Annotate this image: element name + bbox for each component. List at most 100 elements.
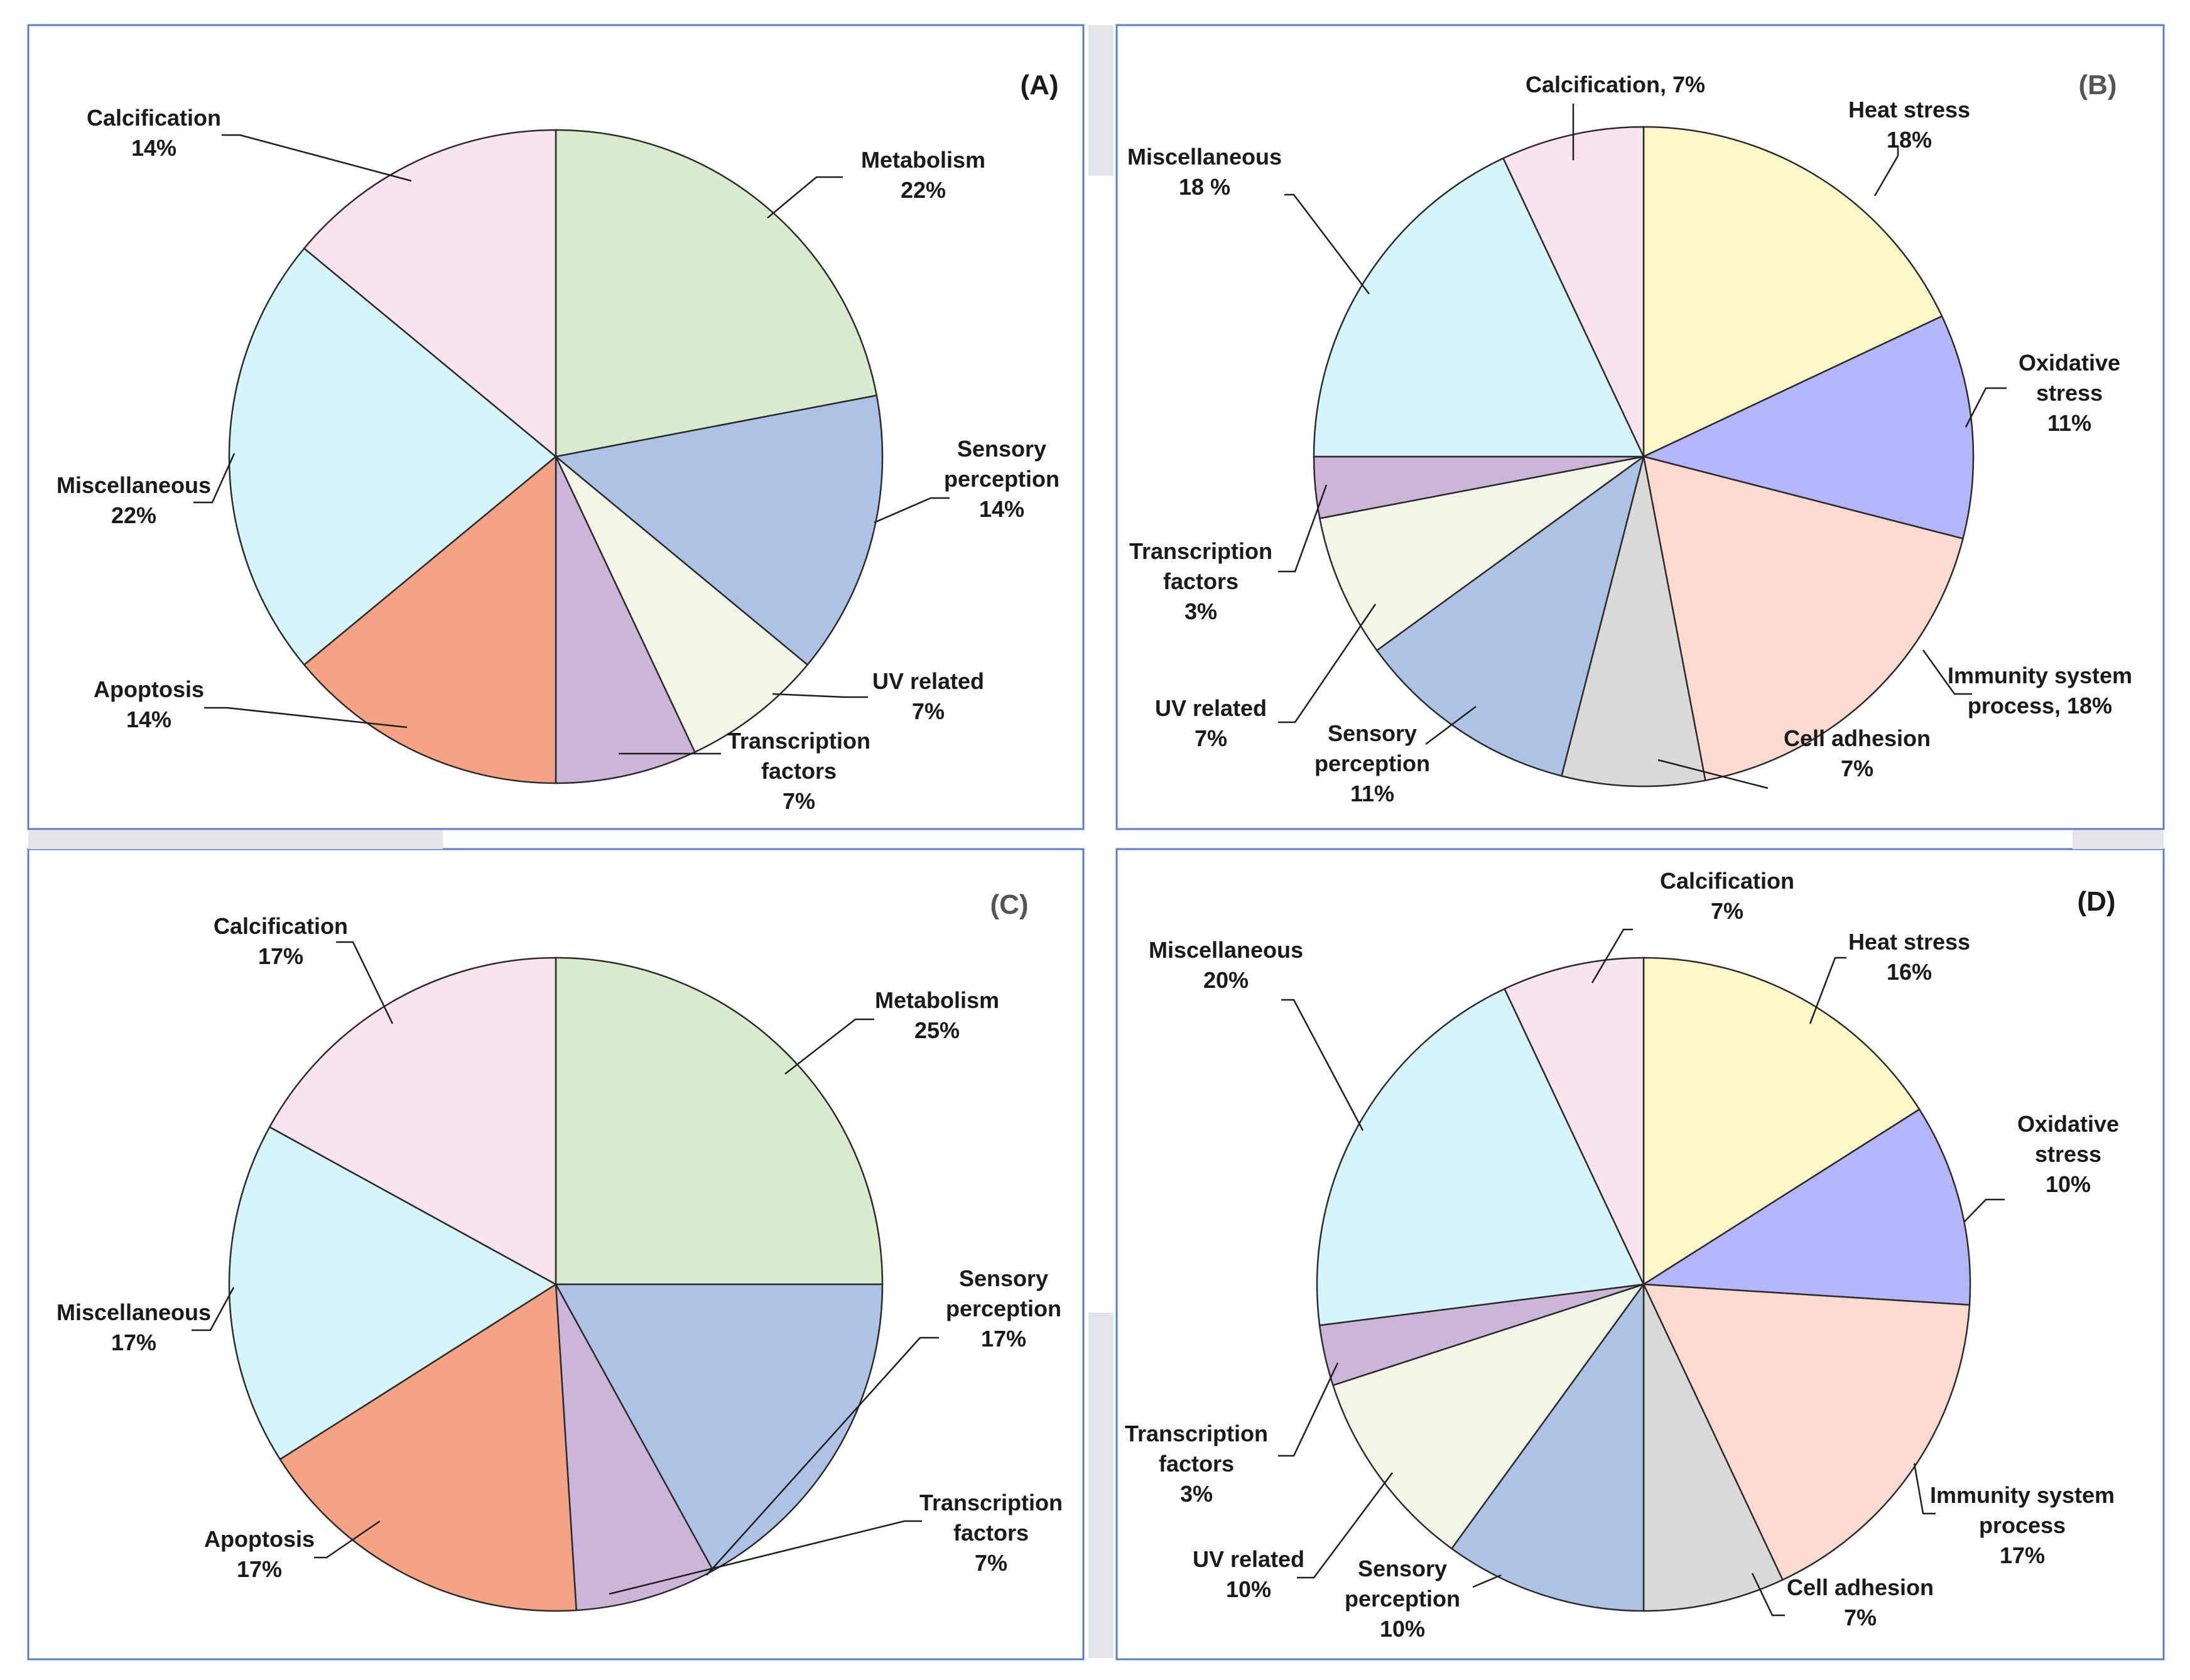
panel-frame-d — [1115, 848, 2165, 1661]
leader-line-miscellaneous — [1284, 193, 1370, 295]
panel-frame-b — [1115, 24, 2165, 830]
panel-gap-strip-mid — [1088, 25, 1114, 176]
slice-label-metabolism: Metabolism 22% — [861, 147, 985, 203]
panel-title: (C) — [990, 889, 1028, 920]
pie-panel-c: Metabolism 25% Sensory perception 17% Transcr… — [57, 889, 1063, 1612]
leader-line-cell-adhesion — [1751, 1573, 1785, 1617]
leader-line-uv-related — [1297, 1472, 1394, 1579]
pie-slice-transcription-factors — [555, 1284, 715, 1612]
leader-line-heat-stress — [1809, 957, 1846, 1024]
pie-slice-apoptosis — [279, 1282, 578, 1612]
pie-slice-metabolism — [555, 957, 884, 1286]
slice-label-sensory-perception: Sensory perception 14% — [944, 436, 1060, 522]
pie-slice-cell-adhesion — [1560, 456, 1706, 788]
pie-slice-calcification — [268, 957, 557, 1286]
slice-label-sensory-perception: Sensory perception 11% — [1315, 720, 1430, 806]
panel-frame-c — [27, 848, 1085, 1661]
slice-label-miscellaneous: Miscellaneous 22% — [57, 472, 211, 528]
slice-label-uv-related: UV related 10% — [1193, 1546, 1304, 1602]
panel-title: (B) — [2078, 70, 2117, 100]
slice-label-transcription-factors: Transcription factors 7% — [919, 1490, 1063, 1576]
leader-line-miscellaneous — [1281, 999, 1364, 1131]
pie-slice-sensory-perception — [554, 1283, 884, 1572]
leader-line-immunity-system-process — [1913, 1463, 1936, 1515]
pie-slice-uv-related — [1331, 1282, 1646, 1550]
slice-label-immunity-system-process: Immunity system process, 18% — [1948, 663, 2132, 718]
leader-line-apoptosis — [314, 1520, 381, 1559]
leader-line-calcification — [1591, 928, 1633, 984]
slice-label-transcription-factors: Transcription factors 3% — [1129, 538, 1272, 624]
slice-label-metabolism: Metabolism 25% — [875, 987, 999, 1043]
leader-line-calcification — [336, 941, 394, 1024]
slice-label-calcification: Calcification 7% — [1660, 868, 1794, 924]
panel-title: (A) — [1020, 70, 1058, 100]
leader-line-heat-stress — [1873, 146, 1899, 197]
panel-gap-strip-top — [28, 830, 443, 849]
leader-line-apoptosis — [204, 707, 408, 729]
panel-gap-strip-mid-lower — [1088, 1313, 1114, 1658]
leader-line-oxidative-stress — [1965, 387, 2007, 428]
leader-line-miscellaneous — [192, 1287, 235, 1331]
slice-label-miscellaneous: Miscellaneous 18 % — [1127, 144, 1282, 200]
pie-slice-heat-stress — [1642, 957, 1921, 1286]
pie-slice-metabolism — [555, 129, 878, 458]
leader-line-uv-related — [772, 693, 868, 698]
leader-line-transcription-factors — [1278, 1362, 1339, 1457]
pie-slice-transcription-factors — [555, 456, 697, 784]
leader-line-transcription-factors — [1278, 484, 1328, 573]
slice-label-heat-stress: Heat stress 18% — [1848, 97, 1970, 153]
pie-slice-uv-related — [1318, 455, 1644, 652]
leader-line-calcification — [222, 134, 412, 182]
leader-line-sensory-perception — [1425, 706, 1477, 745]
pie-slice-miscellaneous — [1316, 987, 1645, 1326]
slice-label-uv-related: UV related 7% — [1155, 695, 1267, 751]
leader-line-miscellaneous — [193, 453, 236, 504]
pie-slice-sensory-perception — [1450, 1282, 1645, 1612]
panel-title: (D) — [2077, 886, 2115, 917]
pie-slice-oxidative-stress — [1641, 315, 1975, 540]
leader-line-oxidative-stress — [1964, 1198, 2005, 1222]
leader-line-metabolism — [767, 176, 843, 219]
leader-line-sensory-perception — [706, 1336, 939, 1576]
pie-slice-calcification — [1503, 957, 1645, 1285]
slice-label-cell-adhesion: Cell adhesion 7% — [1784, 725, 1931, 781]
leader-line-sensory-perception — [1472, 1574, 1502, 1588]
slice-label-sensory-perception: Sensory perception 10% — [1345, 1556, 1460, 1642]
pie-panel-d: Heat stress 16% Oxidative stress 10% Immunity… — [1125, 868, 2119, 1642]
pie-panel-b: Heat stress 18% Oxidative stress 11% Immunity… — [1127, 70, 2132, 806]
pie-slice-uv-related — [555, 456, 809, 754]
slice-label-immunity-system-process: Immunity system process 17% — [1930, 1482, 2115, 1568]
pie-slice-sensory-perception — [554, 394, 884, 666]
slice-label-apoptosis: Apoptosis 17% — [204, 1526, 315, 1582]
slice-label-apoptosis: Apoptosis 14% — [94, 676, 204, 732]
slice-label-calcification: Calcification 14% — [87, 105, 221, 161]
pie-slice-miscellaneous — [228, 247, 557, 666]
pie-slice-calcification — [303, 129, 557, 458]
slice-label-oxidative-stress: Oxidative stress 10% — [2017, 1111, 2119, 1197]
leader-line-cell-adhesion — [1657, 759, 1769, 789]
slice-label-miscellaneous: Miscellaneous 20% — [1149, 937, 1303, 993]
pie-slice-oxidative-stress — [1641, 1108, 1971, 1306]
leader-line-transcription-factors — [609, 1520, 922, 1595]
slice-label-transcription-factors: Transcription factors 3% — [1125, 1421, 1268, 1507]
slice-label-transcription-factors: Transcription factors 7% — [727, 728, 870, 814]
panel-frame-a — [27, 24, 1085, 830]
slice-label-oxidative-stress: Oxidative stress 11% — [2019, 350, 2120, 436]
leader-line-immunity-system-process — [1922, 649, 1972, 695]
pie-slice-immunity-system-process — [1642, 455, 1965, 782]
slice-label-calcification: Calcification 17% — [214, 913, 348, 969]
leader-line-metabolism — [784, 1018, 874, 1075]
slice-label-calcification: Calcification, 7% — [1526, 72, 1705, 97]
slice-label-cell-adhesion: Cell adhesion 7% — [1787, 1574, 1934, 1630]
pie-panel-a: Metabolism 22% Sensory perception 14% UV rela… — [57, 70, 1060, 814]
pie-slice-sensory-perception — [1375, 454, 1645, 778]
pie-slice-miscellaneous — [1313, 157, 1645, 458]
leader-line-sensory-perception — [874, 497, 950, 524]
pie-slice-apoptosis — [303, 455, 557, 784]
pie-slice-cell-adhesion — [1642, 1284, 1784, 1612]
panel-frames — [27, 24, 2165, 1661]
pie-slice-heat-stress — [1642, 126, 1943, 458]
pie-slice-immunity-system-process — [1642, 1283, 1971, 1581]
slice-label-miscellaneous: Miscellaneous 17% — [57, 1299, 211, 1355]
